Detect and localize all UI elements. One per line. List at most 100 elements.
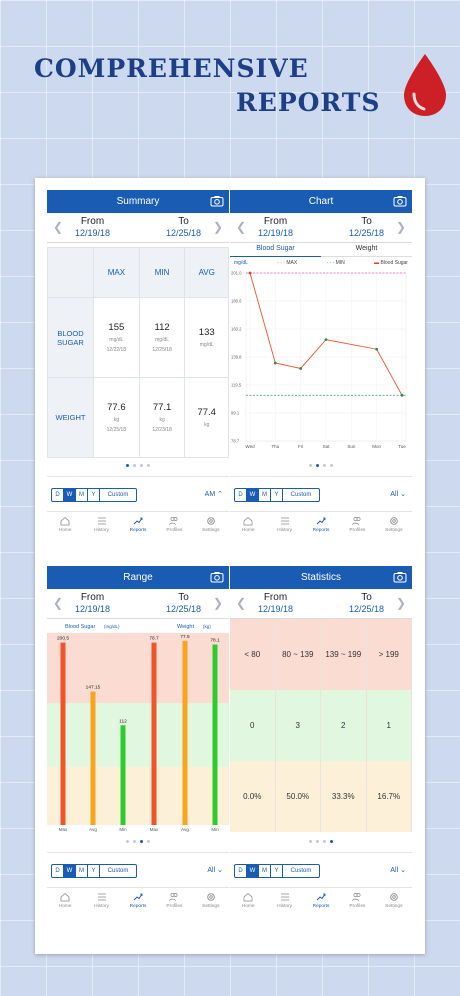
tab-home[interactable]: Home bbox=[230, 888, 266, 914]
segment-month[interactable]: M bbox=[259, 865, 271, 877]
camera-icon[interactable] bbox=[393, 571, 407, 583]
cell-value: 77.1 bbox=[152, 402, 172, 413]
segment-year[interactable]: Y bbox=[271, 865, 283, 877]
segment-custom[interactable]: Custom bbox=[107, 492, 129, 498]
col-header: AVG bbox=[184, 247, 229, 298]
camera-icon[interactable] bbox=[393, 195, 407, 207]
segment-year[interactable]: Y bbox=[88, 489, 100, 501]
chevron-left-icon[interactable]: ❮ bbox=[236, 220, 247, 234]
segment-month[interactable]: M bbox=[76, 865, 88, 877]
from-date[interactable]: 12/19/18 bbox=[74, 228, 111, 238]
tab-profiles[interactable]: Profiles bbox=[339, 512, 375, 538]
segment-day[interactable]: D bbox=[235, 865, 247, 877]
to-date[interactable]: 12/25/18 bbox=[165, 228, 202, 238]
range-bar-value: 112 bbox=[119, 718, 127, 724]
segment-year[interactable]: Y bbox=[88, 865, 100, 877]
tab-label: Reports bbox=[129, 528, 147, 533]
x-tick-label: Sun bbox=[347, 444, 356, 449]
tab-history[interactable]: History bbox=[266, 888, 302, 914]
home-icon bbox=[243, 892, 253, 902]
to-date[interactable]: 12/25/18 bbox=[348, 228, 385, 238]
range-bar-value: 78.1 bbox=[210, 638, 220, 644]
stat-count: 0 bbox=[230, 690, 276, 761]
tab-home[interactable]: Home bbox=[47, 888, 83, 914]
tab-label: Home bbox=[241, 528, 255, 533]
chevron-left-icon[interactable]: ❮ bbox=[236, 596, 247, 610]
tab-history[interactable]: History bbox=[83, 888, 119, 914]
from-date[interactable]: 12/19/18 bbox=[257, 604, 294, 614]
cell-unit: mg/dL bbox=[199, 342, 214, 348]
summary-title: Summary bbox=[116, 196, 160, 207]
y-tick-label: 139.8 bbox=[231, 355, 242, 360]
segment-month[interactable]: M bbox=[76, 489, 88, 501]
range-chart: Blood Sugar (mg/dL) Weight (kg) 200.5 Max… bbox=[47, 619, 229, 834]
tab-settings[interactable]: Settings bbox=[193, 512, 229, 538]
chevron-right-icon[interactable]: ❯ bbox=[212, 596, 223, 610]
tab-reports[interactable]: Reports bbox=[120, 888, 156, 914]
segment-week[interactable]: W bbox=[64, 865, 76, 877]
camera-icon[interactable] bbox=[210, 571, 224, 583]
tab-reports[interactable]: Reports bbox=[120, 512, 156, 538]
range-bar-label: Avg bbox=[181, 827, 189, 832]
filter-dropdown[interactable]: All ⌄ bbox=[390, 866, 406, 874]
tab-reports[interactable]: Reports bbox=[303, 888, 339, 914]
chevron-left-icon[interactable]: ❮ bbox=[53, 220, 64, 234]
tab-home[interactable]: Home bbox=[47, 512, 83, 538]
to-date[interactable]: 12/25/18 bbox=[348, 604, 385, 614]
segment-year[interactable]: Y bbox=[271, 489, 283, 501]
tab-label: Settings bbox=[202, 904, 220, 909]
chevron-right-icon[interactable]: ❯ bbox=[395, 220, 406, 234]
cell-unit: kg bbox=[204, 422, 210, 428]
segment-day[interactable]: D bbox=[235, 489, 247, 501]
segment-week[interactable]: W bbox=[64, 489, 76, 501]
filter-dropdown[interactable]: All ⌄ bbox=[207, 866, 223, 874]
percent-row: 0.0% 50.0% 33.3% 16.7% bbox=[230, 761, 412, 832]
cell-unit: mg/dL bbox=[155, 337, 170, 343]
tab-label: Profiles bbox=[349, 528, 366, 533]
tab-settings[interactable]: Settings bbox=[193, 888, 229, 914]
from-date[interactable]: 12/19/18 bbox=[257, 228, 294, 238]
filter-dropdown-label: All bbox=[207, 867, 216, 874]
filter-dropdown[interactable]: AM ⌃ bbox=[205, 490, 223, 498]
tab-history[interactable]: History bbox=[83, 512, 119, 538]
col-header: MAX bbox=[93, 247, 140, 298]
segment-month[interactable]: M bbox=[259, 489, 271, 501]
segment-day[interactable]: D bbox=[52, 865, 64, 877]
filter-dropdown[interactable]: All ⌄ bbox=[390, 490, 406, 498]
tab-history[interactable]: History bbox=[266, 512, 302, 538]
chevron-right-icon[interactable]: ❯ bbox=[212, 220, 223, 234]
tab-home[interactable]: Home bbox=[230, 512, 266, 538]
tab-profiles[interactable]: Profiles bbox=[339, 888, 375, 914]
segment-week[interactable]: W bbox=[247, 865, 259, 877]
chevron-right-icon[interactable]: ❯ bbox=[395, 596, 406, 610]
to-date[interactable]: 12/25/18 bbox=[165, 604, 202, 614]
tab-label: Settings bbox=[385, 528, 403, 533]
tab-settings[interactable]: Settings bbox=[376, 512, 412, 538]
camera-icon[interactable] bbox=[210, 195, 224, 207]
tab-profiles[interactable]: Profiles bbox=[156, 888, 192, 914]
from-label: From bbox=[80, 592, 105, 603]
chart-tabs: Blood Sugar Weight bbox=[230, 243, 412, 257]
tab-bar: Home History Reports Profiles Settings bbox=[47, 888, 229, 914]
date-range-row: ❮ From 12/19/18 To 12/25/18 ❯ bbox=[47, 589, 229, 619]
tab-weight[interactable]: Weight bbox=[321, 243, 412, 257]
cell-date: 12/23/18 bbox=[152, 427, 172, 433]
chevron-left-icon[interactable]: ❮ bbox=[53, 596, 64, 610]
segment-custom[interactable]: Custom bbox=[290, 492, 312, 498]
tab-reports[interactable]: Reports bbox=[303, 512, 339, 538]
tab-blood-sugar[interactable]: Blood Sugar bbox=[230, 243, 321, 257]
tab-settings[interactable]: Settings bbox=[376, 888, 412, 914]
from-date[interactable]: 12/19/18 bbox=[74, 604, 111, 614]
y-tick-label: 201.0 bbox=[231, 271, 242, 276]
cell-value: 77.6 bbox=[107, 402, 126, 413]
segment-custom[interactable]: Custom bbox=[290, 868, 312, 874]
headline: COMPREHENSIVE REPORTS bbox=[0, 0, 460, 150]
x-tick-label: Tue bbox=[398, 444, 406, 449]
tab-profiles[interactable]: Profiles bbox=[156, 512, 192, 538]
home-icon bbox=[60, 516, 70, 526]
segment-week[interactable]: W bbox=[247, 489, 259, 501]
segment-custom[interactable]: Custom bbox=[107, 868, 129, 874]
headline-line-1: COMPREHENSIVE bbox=[34, 54, 309, 83]
stat-percent: 0.0% bbox=[230, 761, 276, 832]
segment-day[interactable]: D bbox=[52, 489, 64, 501]
